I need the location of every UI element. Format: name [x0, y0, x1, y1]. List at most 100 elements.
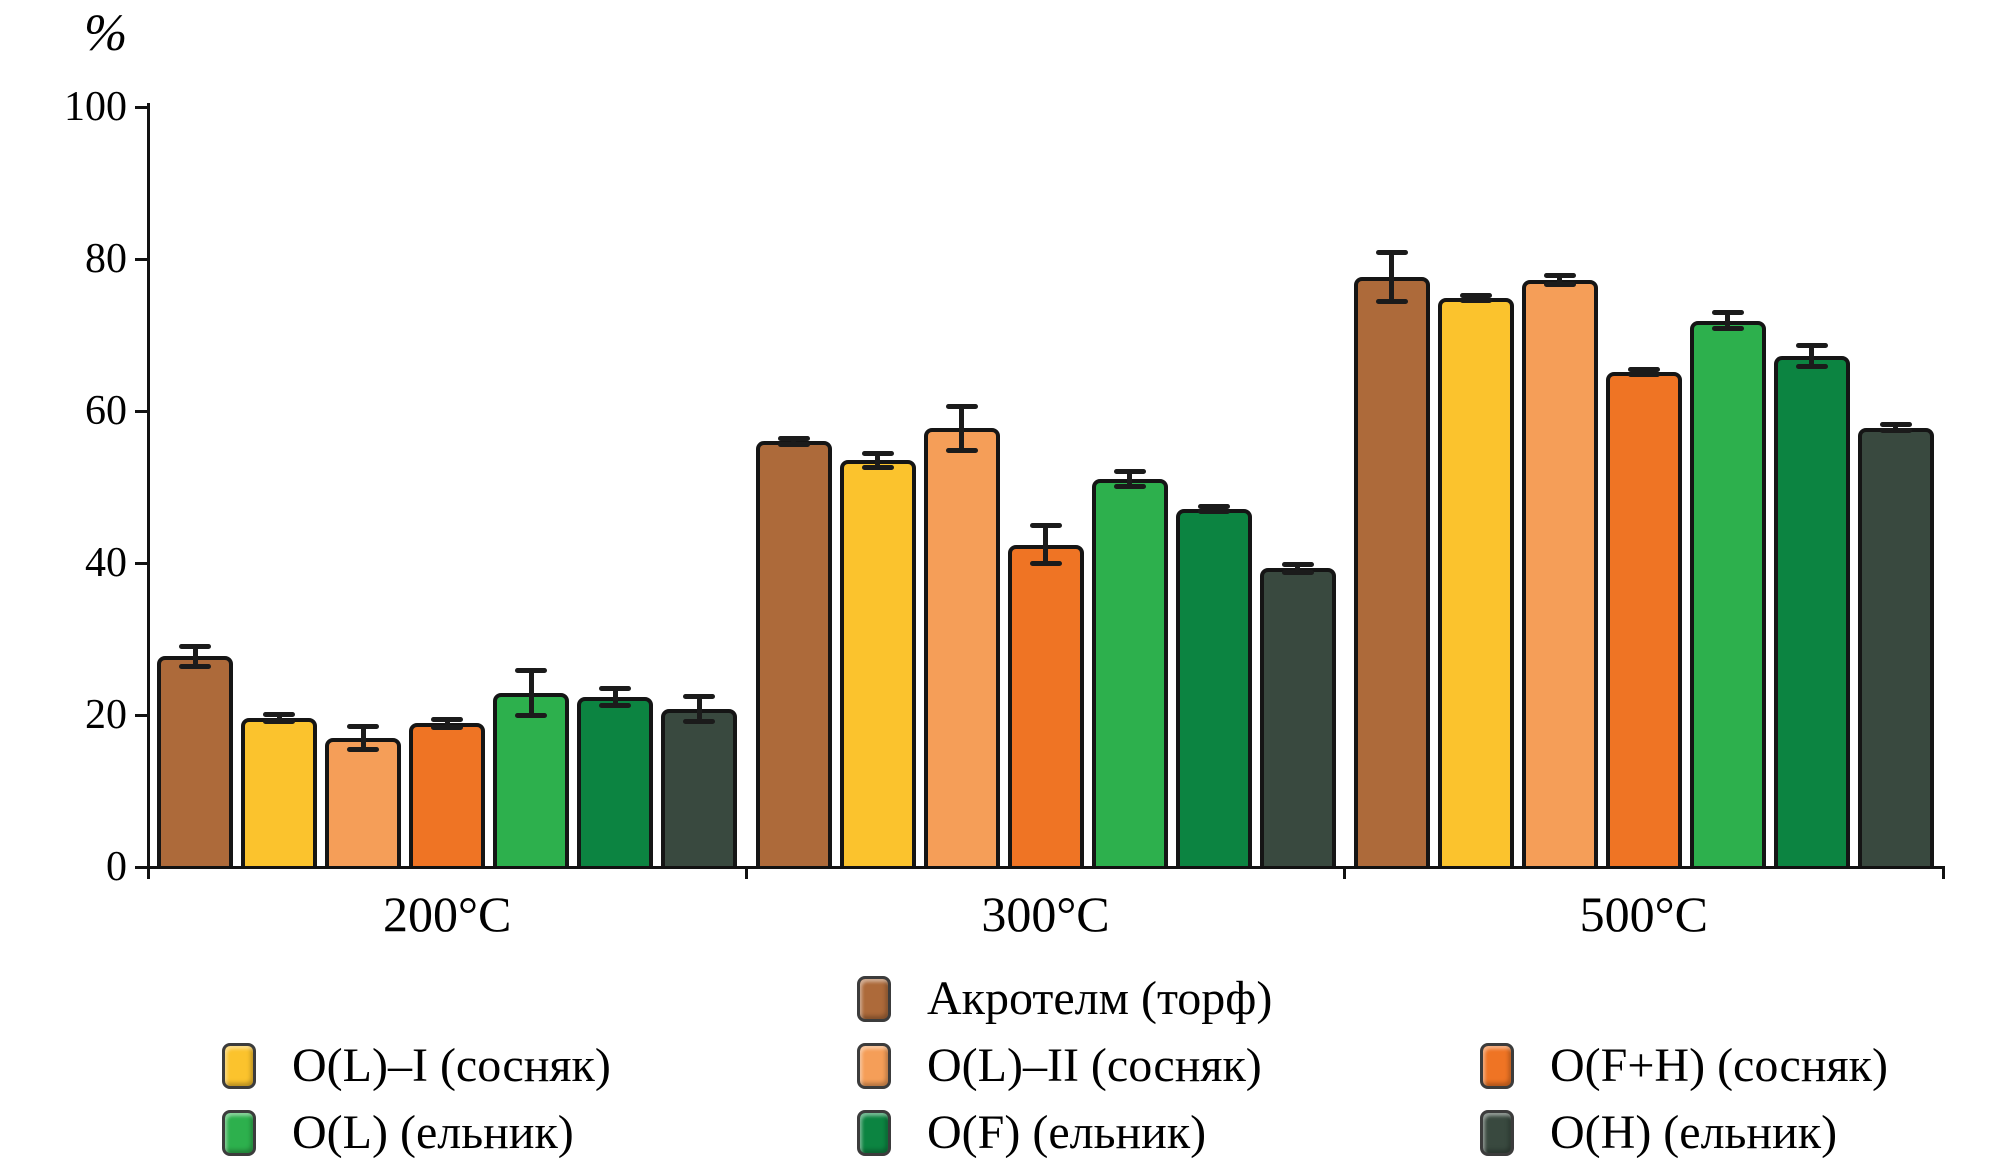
legend-entry: O(L) (ельник) [222, 1104, 574, 1162]
y-axis-tick [135, 257, 148, 261]
legend-entry: O(L)–II (сосняк) [857, 1037, 1262, 1095]
error-bar-stem [612, 688, 618, 706]
legend-swatch [1480, 1110, 1514, 1156]
error-bar-stem [1127, 471, 1132, 487]
x-axis-tick [1941, 867, 1945, 879]
error-bar-cap-bottom [945, 448, 978, 454]
legend-swatch [222, 1043, 256, 1089]
error-bar-cap-bottom [1459, 297, 1492, 303]
bar [1521, 280, 1598, 867]
legend-label: O(L)–I (сосняк) [292, 1039, 611, 1092]
error-bar-cap-bottom [263, 719, 296, 725]
error-bar-cap-bottom [683, 718, 716, 724]
error-bar-cap-bottom [1627, 372, 1660, 378]
error-bar-stem [444, 719, 450, 728]
error-bar-cap-top [1711, 310, 1744, 316]
legend-label: O(F) (ельник) [927, 1106, 1207, 1159]
legend-label: O(L) (ельник) [292, 1106, 574, 1159]
error-bar-cap-bottom [431, 724, 464, 730]
bar [1091, 478, 1168, 867]
error-bar-cap-bottom [1113, 483, 1146, 489]
error-bar-cap-top [431, 717, 464, 723]
error-bar-stem [360, 726, 366, 750]
bar [1857, 427, 1934, 867]
y-tick-label: 60 [85, 388, 127, 434]
bar [1353, 277, 1430, 867]
bar [493, 692, 570, 867]
bar [661, 708, 738, 867]
error-bar-cap-top [599, 685, 632, 691]
error-bar-stem [696, 696, 702, 722]
legend-label: Акротелм (торф) [927, 972, 1273, 1025]
legend-entry: Акротелм (торф) [857, 970, 1272, 1028]
error-bar-cap-top [179, 644, 212, 650]
bar [1259, 568, 1336, 867]
error-bar-cap-top [1113, 468, 1146, 474]
y-axis-line [146, 103, 150, 879]
error-bar-stem [1043, 525, 1048, 564]
x-category-label: 200°C [382, 886, 512, 942]
error-bar-cap-bottom [1029, 561, 1062, 567]
y-tick-label: 20 [85, 692, 127, 738]
error-bar-cap-top [515, 667, 548, 673]
legend-entry: O(H) (ельник) [1480, 1104, 1837, 1162]
error-bar-cap-bottom [1711, 325, 1744, 331]
x-axis-tick [1343, 867, 1347, 879]
bar [1773, 356, 1850, 867]
y-axis-label: % [84, 5, 128, 62]
y-axis-tick [135, 865, 148, 869]
x-category-label: 500°C [1579, 886, 1708, 942]
y-tick-label: 80 [85, 236, 127, 282]
error-bar-cap-bottom [1281, 569, 1314, 575]
error-bar-cap-top [777, 435, 810, 441]
error-bar-cap-top [1197, 504, 1230, 510]
error-bar-stem [192, 646, 198, 667]
error-bar-stem [1725, 312, 1731, 329]
error-bar-stem [791, 438, 796, 445]
error-bar-cap-top [263, 711, 296, 717]
legend-label: O(F+H) (сосняк) [1550, 1039, 1888, 1092]
bar [577, 696, 654, 867]
error-bar-stem [959, 406, 964, 451]
error-bar-cap-top [1543, 273, 1576, 279]
bar [1175, 509, 1252, 867]
bar [1605, 372, 1682, 867]
error-bar-cap-bottom [347, 746, 380, 752]
error-bar-cap-top [861, 451, 894, 457]
x-axis-tick [744, 867, 748, 879]
bar [1007, 544, 1084, 867]
legend-swatch [857, 1043, 891, 1089]
error-bar-cap-top [1281, 562, 1314, 568]
bar [409, 723, 486, 867]
error-bar-cap-bottom [515, 713, 548, 719]
bar [157, 656, 234, 867]
y-tick-label: 100 [64, 84, 127, 130]
error-bar-cap-top [347, 723, 380, 729]
bar [325, 737, 402, 867]
error-bar-cap-bottom [1543, 282, 1576, 288]
legend-entry: O(F) (ельник) [857, 1104, 1206, 1162]
error-bar-cap-bottom [861, 464, 894, 470]
error-bar-cap-bottom [1795, 364, 1828, 370]
error-bar-cap-top [1375, 250, 1408, 256]
bar [1689, 320, 1766, 867]
error-bar-stem [1809, 345, 1815, 367]
y-axis-tick [135, 105, 148, 109]
x-axis-line [148, 865, 1945, 869]
error-bar-stem [276, 714, 282, 722]
legend-entry: O(L)–I (сосняк) [222, 1037, 611, 1095]
bar [839, 460, 916, 867]
error-bar-cap-top [1029, 523, 1062, 529]
error-bar-cap-bottom [1375, 299, 1408, 305]
y-axis-tick [135, 409, 148, 413]
bar [241, 718, 318, 867]
error-bar-cap-bottom [777, 441, 810, 447]
legend-label: O(H) (ельник) [1550, 1106, 1838, 1159]
error-bar-stem [1389, 252, 1395, 302]
error-bar-stem [1893, 424, 1899, 431]
y-tick-label: 40 [85, 540, 127, 586]
error-bar-cap-top [945, 403, 978, 409]
legend-swatch [222, 1110, 256, 1156]
error-bar-cap-bottom [179, 663, 212, 669]
